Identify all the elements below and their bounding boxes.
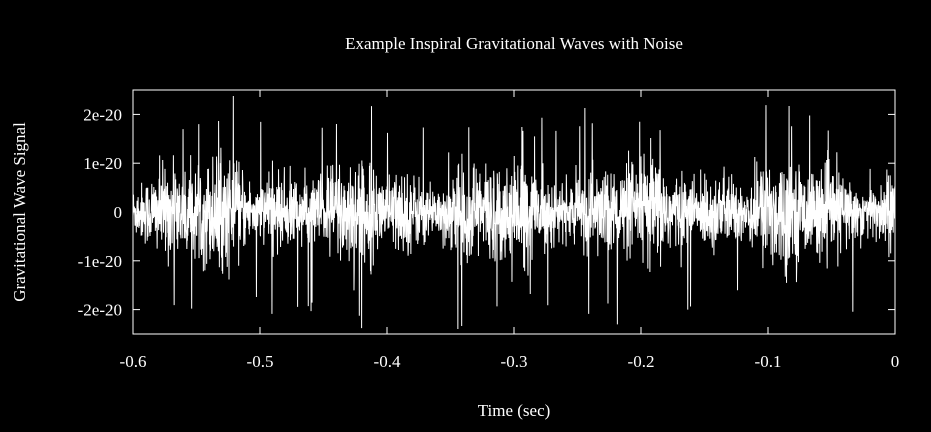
y-axis-ticks: 2e-20 1e-20 0 -1e-20 -2e-20 [78,105,895,320]
x-tick-label: -0.6 [120,352,147,371]
y-tick-label: -2e-20 [78,301,122,320]
chart-title: Example Inspiral Gravitational Waves wit… [345,34,683,53]
y-tick-label: 1e-20 [83,154,122,173]
signal-trace-layer [132,96,896,329]
x-tick-label: -0.1 [755,352,782,371]
x-tick-label: -0.4 [374,352,401,371]
y-tick-label: 0 [114,203,123,222]
signal-line [132,96,896,329]
y-tick-label: -1e-20 [78,252,122,271]
x-axis-label: Time (sec) [478,401,551,420]
x-axis-ticks: -0.6 -0.5 -0.4 -0.3 -0.2 -0.1 0 [120,90,900,371]
x-tick-label: -0.2 [628,352,655,371]
y-axis-label: Gravitational Wave Signal [10,122,29,302]
x-tick-label: -0.3 [501,352,528,371]
x-tick-label: -0.5 [247,352,274,371]
x-tick-label: 0 [891,352,900,371]
y-tick-label: 2e-20 [83,105,122,124]
